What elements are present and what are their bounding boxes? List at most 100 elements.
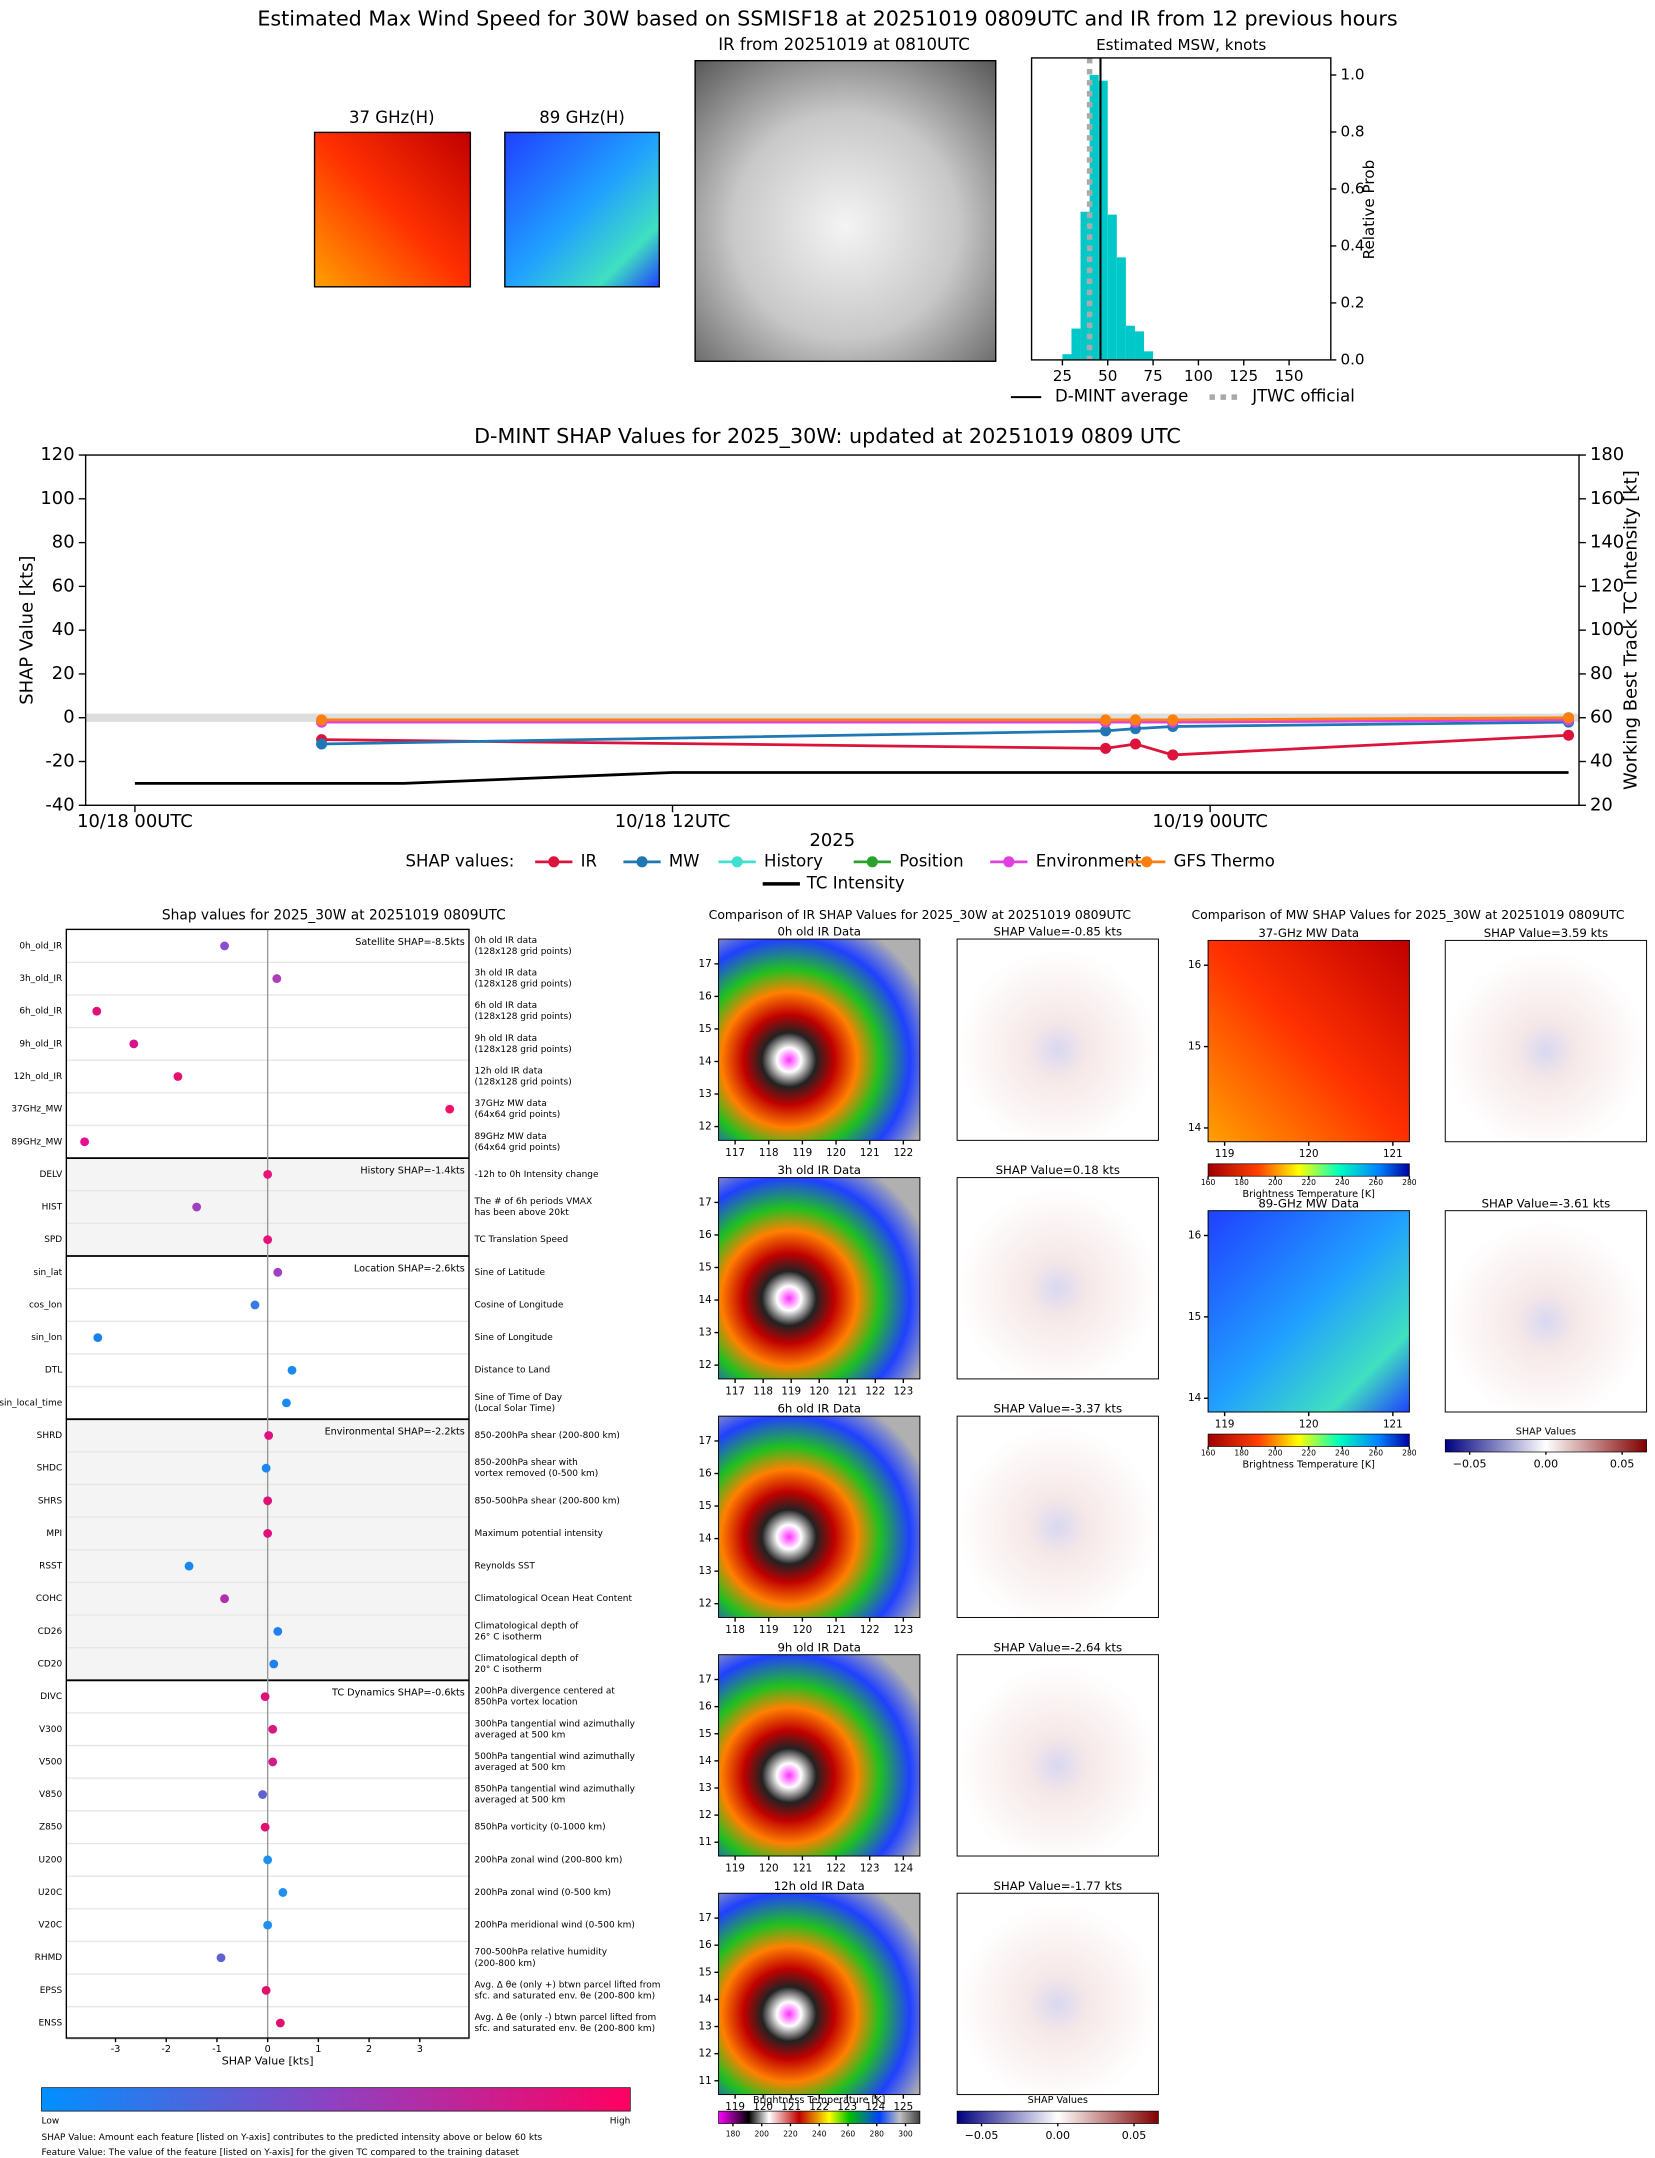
ir-image	[694, 59, 997, 362]
feature-description: 850hPa vorticity (0-1000 km)	[474, 1823, 605, 1833]
feature-description: Cosine of Longitude	[474, 1300, 563, 1310]
y-tick-label: 15	[699, 1261, 712, 1273]
panel-title: SHAP Value=0.18 kts	[996, 1163, 1120, 1177]
feature-name: DELV	[40, 1170, 64, 1180]
y-tick-label: 14	[699, 1993, 712, 2005]
colorbar-title: SHAP Values	[1028, 2095, 1088, 2106]
feature-description: 850-200hPa shear (200-800 km)	[474, 1431, 619, 1441]
feature-description: Sine of Longitude	[474, 1333, 553, 1343]
y-tick-label: 15	[699, 1966, 712, 1978]
y-tick-label: 11	[699, 1836, 712, 1848]
panel-title: 12h old IR Data	[774, 1879, 865, 1893]
panel-title: SHAP Value=3.59 kts	[1484, 926, 1608, 940]
x-tick-label: 120	[753, 2101, 773, 2113]
feature-name: HIST	[42, 1203, 63, 1213]
y-tick-label: 0.4	[1340, 236, 1364, 254]
y-tick-label: 16	[699, 990, 712, 1002]
series-line	[321, 733, 1569, 757]
panel-title: SHAP Value=-0.85 kts	[993, 925, 1122, 939]
feature-name: sin_lon	[31, 1333, 62, 1343]
x-tick-label: 124	[893, 1862, 913, 1874]
feature-description: vortex removed (0-500 km)	[474, 1469, 598, 1479]
feature-description: 3h old IR data	[474, 969, 537, 979]
y-tick-label: 15	[699, 1728, 712, 1740]
panel-title: 9h old IR Data	[777, 1640, 861, 1654]
image-title: IR from 20251019 at 0810UTC	[718, 35, 969, 54]
colorbar-tick-label: 300	[898, 2130, 913, 2139]
y-tick-label: 0.6	[1340, 179, 1364, 197]
section-title: Comparison of MW SHAP Values for 2025_30…	[1191, 907, 1624, 922]
series-marker	[1129, 714, 1141, 726]
x-tick-label: 119	[1215, 1148, 1235, 1160]
panel-image	[718, 1177, 921, 1380]
dot	[273, 1626, 283, 1636]
feature-description: 850-200hPa shear with	[474, 1458, 577, 1468]
y-axis-label: Relative Prob	[1360, 160, 1378, 260]
bar	[1134, 331, 1145, 360]
colorbar-tick-label: 0.00	[1534, 1457, 1559, 1470]
feature-name: U20C	[38, 1888, 62, 1898]
x-tick-label: 123	[893, 1624, 913, 1636]
feature-description: 9h old IR data	[474, 1034, 537, 1044]
y-tick-label: 12	[699, 1598, 712, 1610]
x-tick-label: 119	[793, 1147, 813, 1159]
panel-title: SHAP Value=-3.61 kts	[1482, 1196, 1611, 1210]
feature-name: 0h_old_IR	[19, 941, 62, 951]
y2-tick-label: 160	[1590, 488, 1624, 509]
shap-image	[956, 1654, 1159, 1857]
y-tick-label: 13	[699, 1327, 712, 1339]
feature-name: V300	[39, 1725, 63, 1735]
x-axis-label: 2025	[810, 830, 856, 851]
y2-tick-label: 20	[1590, 794, 1613, 815]
feature-description: Maximum potential intensity	[474, 1529, 603, 1539]
y-tick-label: 0.8	[1340, 122, 1364, 140]
dot	[264, 1431, 274, 1440]
feature-name: EPSS	[40, 1986, 63, 1996]
y-tick-label: 16	[1188, 959, 1201, 971]
colorbar-tick-label: −0.05	[1453, 1457, 1487, 1470]
x-tick-label: 100	[1184, 367, 1213, 385]
colorbar	[1207, 1433, 1410, 1447]
x-tick-label: 122	[826, 1862, 846, 1874]
x-tick-label: 121	[860, 1147, 880, 1159]
feature-description: 20° C isotherm	[474, 1665, 541, 1675]
y-tick-label: 0.0	[1340, 350, 1364, 368]
x-tick-label: 25	[1053, 367, 1072, 385]
y-tick-label: 80	[52, 532, 75, 553]
feature-description: Distance to Land	[474, 1366, 550, 1376]
y-tick-label: 14	[699, 1533, 712, 1545]
feature-description: 12h old IR data	[474, 1066, 542, 1076]
dot	[261, 1985, 271, 1995]
y-tick-label: 14	[1188, 1392, 1201, 1404]
y-tick-label: 14	[699, 1055, 712, 1067]
y-tick-label: 15	[699, 1023, 712, 1035]
colorbar	[1207, 1163, 1410, 1177]
feature-description: 89GHz MW data	[474, 1132, 546, 1142]
dot	[184, 1561, 194, 1571]
dot	[258, 1790, 268, 1799]
panel-image	[1207, 1210, 1410, 1413]
feature-description: (Local Solar Time)	[474, 1404, 555, 1414]
y-tick-label: 15	[1188, 1311, 1201, 1323]
x-tick-label: 123	[837, 2101, 857, 2113]
bar	[1089, 75, 1099, 360]
x-tick-label: 117	[725, 1385, 745, 1397]
legend-label: Position	[899, 851, 963, 870]
footnote: Feature Value: The value of the feature …	[42, 2148, 520, 2158]
y-tick-label: 17	[699, 1674, 712, 1686]
x-tick-label: 122	[865, 1385, 885, 1397]
dot	[263, 1920, 273, 1930]
feature-description: 300hPa tangential wind azimuthally	[474, 1719, 635, 1729]
y-tick-label: 20	[52, 663, 75, 684]
x-tick-label: 118	[725, 1624, 745, 1636]
legend-marker	[1141, 856, 1153, 868]
colorbar-tick-label: 280	[870, 2130, 885, 2139]
feature-description: averaged at 500 km	[474, 1730, 565, 1740]
colorbar-title: Brightness Temperature [K]	[1243, 1189, 1375, 1200]
y-tick-label: 15	[699, 1500, 712, 1512]
feature-name: SHDC	[37, 1464, 63, 1474]
colorbar	[718, 2110, 921, 2124]
panel-title: SHAP Value=-3.37 kts	[993, 1402, 1122, 1416]
y2-tick-label: 100	[1590, 619, 1624, 640]
y-tick-label: 13	[699, 2021, 712, 2033]
